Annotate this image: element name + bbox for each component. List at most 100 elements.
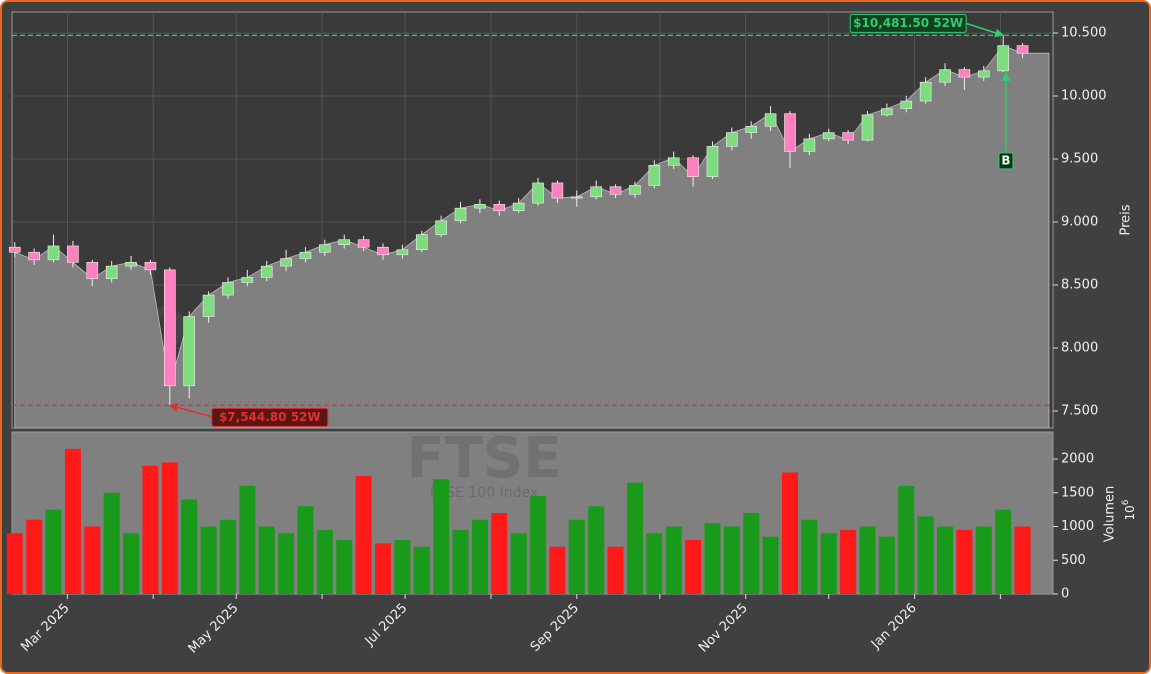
candle-body <box>396 249 409 256</box>
candle-body <box>67 245 79 263</box>
volume-bar <box>394 540 411 594</box>
candle-body <box>900 100 913 109</box>
candle-body <box>784 113 796 152</box>
candle-body <box>105 265 118 280</box>
candle-body <box>454 207 467 222</box>
candle-body <box>299 251 312 259</box>
candle-body <box>164 269 176 387</box>
candle-body <box>667 157 680 166</box>
volume-bar <box>859 526 876 594</box>
volume-bar <box>471 519 488 594</box>
y-tick-label: 8.000 <box>1061 341 1098 356</box>
volume-bar <box>336 540 353 594</box>
volume-bar <box>665 526 682 594</box>
candle-body <box>144 262 157 271</box>
volume-bar <box>200 526 217 594</box>
candle-body <box>338 239 351 245</box>
candle-body <box>726 132 738 147</box>
volume-bar <box>530 496 547 594</box>
candle-body <box>202 294 215 317</box>
y-tick-label: 500 <box>1061 553 1086 568</box>
volume-bar <box>219 519 236 594</box>
volume-bar <box>626 482 643 594</box>
x-tick-label: Nov 2025 <box>696 601 751 656</box>
candle-body <box>977 70 990 78</box>
candle-body <box>919 81 932 102</box>
candle-body <box>319 244 331 253</box>
annotation-label: $10,481.50 52W <box>853 16 963 30</box>
annotation-box <box>211 407 329 427</box>
annotation-label: $7,544.80 52W <box>219 410 321 424</box>
candle-body <box>939 69 951 83</box>
volume-bar <box>374 543 391 594</box>
candle-body <box>997 45 1009 72</box>
volume-bar <box>723 526 740 594</box>
volume-bar <box>937 526 954 594</box>
candle-body <box>648 165 661 186</box>
x-tick-label: Sep 2025 <box>528 601 582 655</box>
candle-body <box>47 245 60 261</box>
volume-bar <box>762 536 779 594</box>
volume-bar <box>64 448 81 594</box>
offset-base: 10 <box>1123 505 1137 520</box>
volume-bar <box>704 523 721 594</box>
y-tick-label: 1500 <box>1061 485 1094 500</box>
y-tick-label: 9.000 <box>1061 215 1098 230</box>
volume-bar <box>239 486 256 594</box>
candle-body <box>1016 45 1029 54</box>
volume-bar <box>142 465 159 594</box>
volume-bar <box>316 529 333 594</box>
candle-body <box>881 108 893 116</box>
candle-body <box>629 185 641 195</box>
candle-body <box>764 113 777 127</box>
volume-bar <box>491 513 508 594</box>
volume-bar <box>607 546 624 594</box>
annotation-arrow <box>168 403 216 419</box>
candle-body <box>532 182 544 204</box>
volume-bar <box>568 519 585 594</box>
volume-bar <box>123 533 140 594</box>
volume-bar <box>956 529 973 594</box>
candle-body <box>590 186 602 198</box>
candle-body <box>241 277 254 283</box>
volume-bar <box>781 472 798 594</box>
y-axis-label: Volumen <box>1103 486 1118 543</box>
candle-body <box>570 196 583 199</box>
candle-body <box>415 234 428 251</box>
volume-bar <box>646 533 663 594</box>
volume-bar <box>840 529 857 594</box>
volume-bar <box>297 506 314 594</box>
candle-body <box>377 246 389 256</box>
candle-body <box>86 262 99 280</box>
y-tick-label: 8.500 <box>1061 278 1098 293</box>
y-tick-label: 9.500 <box>1061 152 1098 167</box>
candle-body <box>8 246 21 253</box>
volume-bar <box>161 462 178 594</box>
watermark: FTSE 100 Index <box>430 485 538 501</box>
candle-body <box>260 265 273 278</box>
y-tick-label: 2000 <box>1061 452 1094 467</box>
volume-bar <box>45 509 62 594</box>
volume-bar <box>413 546 430 594</box>
candle-body <box>493 204 506 211</box>
watermark: FTSE <box>406 426 561 491</box>
volume-bar <box>685 540 702 594</box>
candle-body <box>706 146 719 177</box>
volume-bar <box>588 506 605 594</box>
volume-bar <box>278 533 295 594</box>
volume-bar <box>433 479 450 594</box>
volume-bar <box>995 509 1012 594</box>
annotation-arrow <box>965 22 1005 38</box>
volume-bar <box>355 475 372 594</box>
volume-bar <box>820 533 837 594</box>
volume-bar <box>452 529 469 594</box>
candle-body <box>222 282 234 296</box>
candle-body <box>687 157 699 177</box>
volume-bar <box>975 526 992 594</box>
annotation-box <box>849 13 967 33</box>
volume-bar <box>549 546 566 594</box>
volume-bar <box>917 516 934 594</box>
candle-body <box>551 182 564 199</box>
offset-exponent: 6 <box>1121 499 1131 505</box>
